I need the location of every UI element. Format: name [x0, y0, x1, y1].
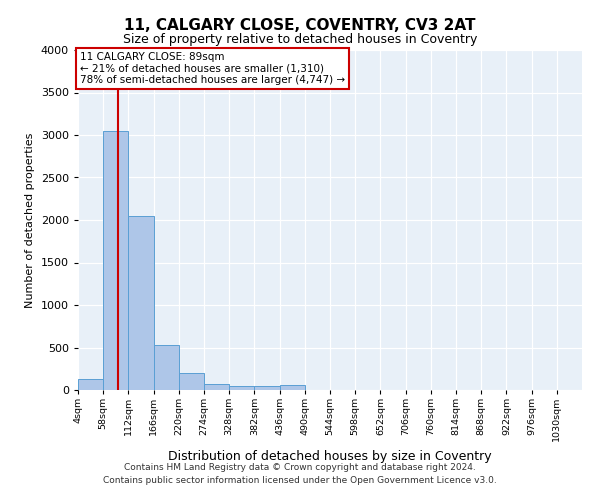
Text: 11, CALGARY CLOSE, COVENTRY, CV3 2AT: 11, CALGARY CLOSE, COVENTRY, CV3 2AT [124, 18, 476, 32]
Bar [254, 386, 280, 390]
Bar [280, 386, 305, 390]
Bar [204, 384, 229, 390]
Bar [128, 216, 154, 390]
Text: Size of property relative to detached houses in Coventry: Size of property relative to detached ho… [123, 32, 477, 46]
Bar [154, 346, 179, 390]
Text: Contains public sector information licensed under the Open Government Licence v3: Contains public sector information licen… [103, 476, 497, 485]
Bar [179, 373, 204, 390]
Text: 11 CALGARY CLOSE: 89sqm
← 21% of detached houses are smaller (1,310)
78% of semi: 11 CALGARY CLOSE: 89sqm ← 21% of detache… [80, 52, 345, 85]
Bar [78, 379, 103, 390]
Y-axis label: Number of detached properties: Number of detached properties [25, 132, 35, 308]
X-axis label: Distribution of detached houses by size in Coventry: Distribution of detached houses by size … [168, 450, 492, 462]
Text: Contains HM Land Registry data © Crown copyright and database right 2024.: Contains HM Land Registry data © Crown c… [124, 464, 476, 472]
Bar [229, 386, 254, 390]
Bar [103, 130, 128, 390]
